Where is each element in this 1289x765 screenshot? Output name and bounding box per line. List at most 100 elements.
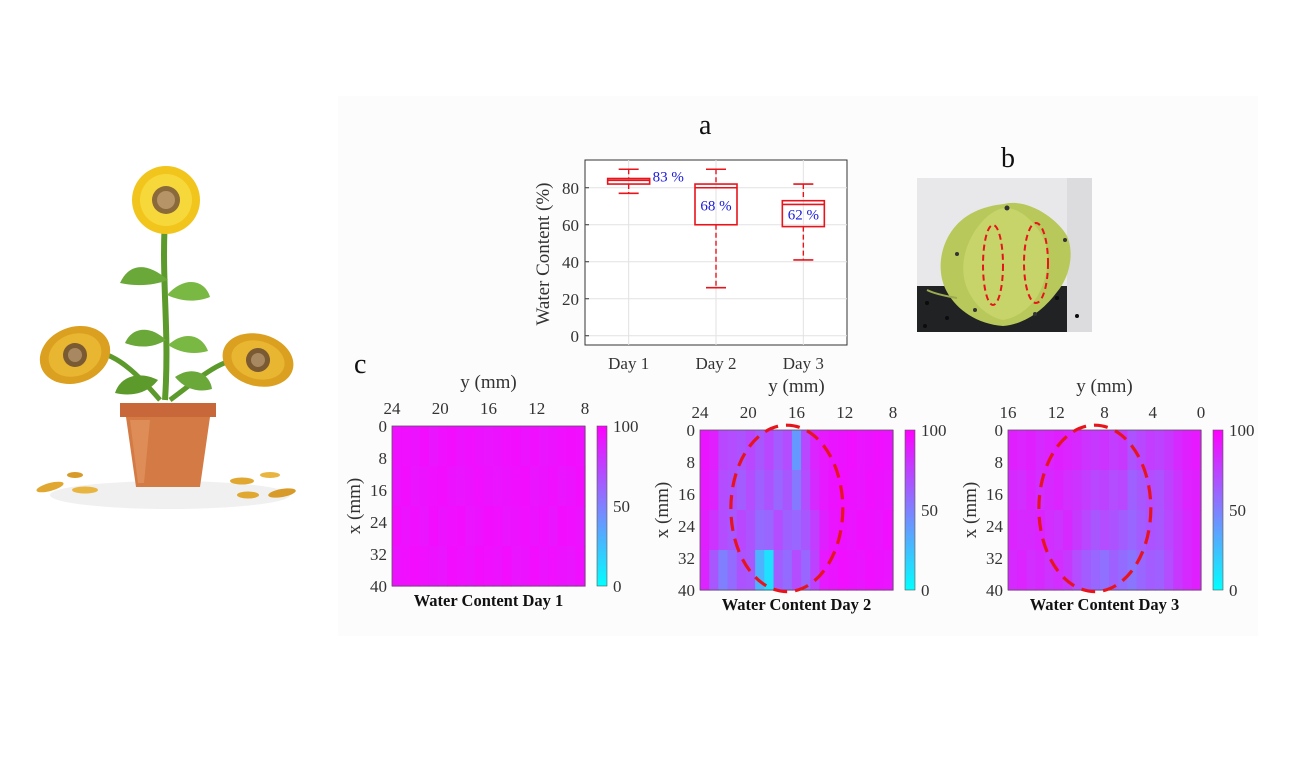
y-axis-label: x (mm) (652, 482, 673, 538)
heatmap-cell (819, 510, 830, 551)
heatmap-cell (700, 510, 710, 551)
heatmap-cell (557, 426, 568, 467)
heatmap-cell (1182, 470, 1193, 511)
heatmap-cells (392, 426, 586, 587)
x-tick-label: 0 (1197, 403, 1206, 422)
heatmap-cell (539, 426, 549, 467)
heatmap-cell (1063, 510, 1073, 551)
heatmap-cell (819, 550, 830, 591)
heatmap-cell (548, 466, 559, 507)
heatmap-cell (428, 546, 439, 587)
y-tick-label: 16 (678, 485, 695, 504)
heatmap-cell (1063, 550, 1073, 591)
y-tick-label: 8 (995, 453, 1004, 472)
heatmap-cell (548, 426, 559, 467)
petal (268, 488, 296, 498)
heatmap-cell (764, 550, 775, 591)
y-tick-label: 80 (562, 179, 579, 198)
heatmap-cell (1109, 430, 1119, 471)
heatmap-cell (718, 470, 729, 511)
dry-region-marker (1023, 222, 1049, 304)
y-tick-label: 20 (562, 290, 579, 309)
heatmap-cell (1081, 510, 1092, 551)
box-day-3: 62 % (781, 183, 826, 261)
heatmap-cell (883, 510, 894, 551)
heatmap-cell (727, 550, 738, 591)
heatmap-cell (1044, 510, 1055, 551)
heatmap-cell (539, 546, 549, 587)
box-iqr (781, 199, 826, 228)
heatmap-cell (764, 470, 775, 511)
colorbar-tick-label: 50 (921, 501, 938, 520)
heatmap-cell (428, 506, 439, 547)
heatmap-cell (874, 430, 885, 471)
heatmap-cell (847, 470, 857, 511)
heatmap-cell (1017, 470, 1027, 511)
petal (230, 477, 254, 485)
heatmap-cell (709, 510, 719, 551)
heatmap-cell (392, 426, 402, 467)
heatmap-cell (773, 470, 784, 511)
leaf-photo (917, 178, 1092, 332)
heatmap-cell (801, 510, 811, 551)
heatmap-cell (483, 466, 494, 507)
colorbar-tick-label: 0 (613, 577, 622, 596)
heatmap-cell (709, 430, 719, 471)
heatmap-cell (456, 546, 467, 587)
heatmap-cell (428, 466, 439, 507)
heatmap-cell (801, 470, 811, 511)
x-tick-label: 12 (836, 403, 853, 422)
heatmap-cell (1090, 470, 1101, 511)
heatmap-cell (1017, 550, 1027, 591)
heatmap-cell (883, 430, 894, 471)
heatmap-cell (511, 546, 522, 587)
heatmap-cell (539, 466, 549, 507)
heatmap-cell (727, 430, 738, 471)
heatmap-cell (548, 546, 559, 587)
heatmap-cell (856, 550, 867, 591)
heatmap-frame (391, 425, 586, 587)
heatmap-cell (483, 426, 494, 467)
leaf (175, 371, 212, 391)
heatmap-cell (401, 546, 411, 587)
heatmap-cell (791, 510, 802, 551)
leaf (125, 329, 166, 347)
heatmap-cell (520, 506, 531, 547)
heatmap-cell (736, 510, 747, 551)
petal (72, 486, 98, 494)
heatmap-cell (1008, 430, 1018, 471)
heatmap-cell (401, 506, 411, 547)
heatmap-cell (782, 430, 793, 471)
heatmap-cell (511, 426, 522, 467)
heatmap-cell (1127, 510, 1138, 551)
colorbar-tick-label: 0 (1229, 581, 1238, 600)
boxes: 83 % 68 % 62 % (606, 168, 826, 289)
leaf (167, 282, 210, 301)
heatmap-cell (1090, 510, 1101, 551)
pot-shadow (50, 481, 290, 509)
heatmap-cell (810, 470, 821, 511)
heatmap-cell (856, 510, 867, 551)
heatmap-cell (1155, 550, 1165, 591)
heatmap-cell (1090, 430, 1101, 471)
y-tick-label: 32 (678, 549, 695, 568)
heatmap-cell (1044, 550, 1055, 591)
box-iqr (606, 177, 651, 185)
heatmap-day-2: y (mm) 24 20 16 12 8 x (mm) 0 8 16 24 32 40 100 50 0 Wat… (652, 376, 947, 614)
petal (36, 481, 64, 493)
heatmap-cell (557, 466, 568, 507)
heatmap-cell (782, 510, 793, 551)
heatmap-cell (847, 510, 857, 551)
heatmap-cell (791, 470, 802, 511)
colorbar-tick-label: 100 (921, 421, 947, 440)
heatmap-cell (493, 546, 503, 587)
heatmap-cell (1026, 550, 1037, 591)
x-tick-label: Day 1 (608, 354, 649, 373)
heatmap-cell (700, 430, 710, 471)
box-annotation: 68 % (700, 198, 731, 214)
y-tick-label: 24 (678, 517, 696, 536)
heatmap-cell (437, 426, 448, 467)
box-day-1: 83 % (606, 168, 684, 195)
box-annotation: 62 % (788, 208, 819, 224)
heatmap-cell (1044, 430, 1055, 471)
